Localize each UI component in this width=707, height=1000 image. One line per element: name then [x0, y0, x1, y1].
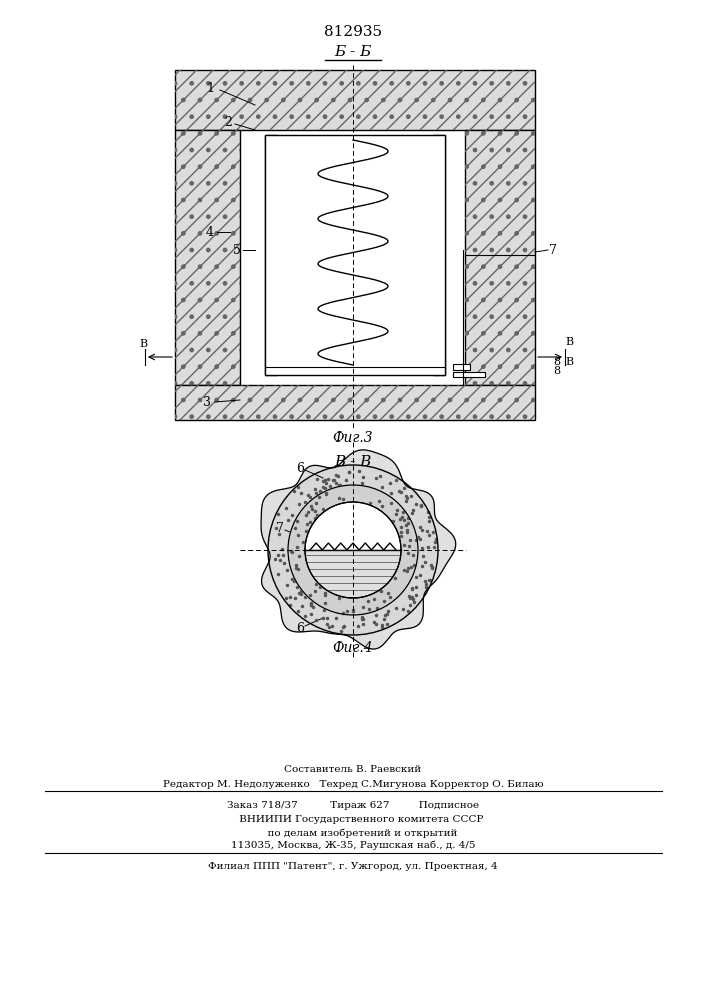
- Bar: [175, 385, 535, 420]
- Text: Редактор М. Недолуженко   Техред С.Мигунова Корректор О. Билаю: Редактор М. Недолуженко Техред С.Мигунов…: [163, 780, 543, 789]
- Bar: [433, 135, 445, 375]
- Circle shape: [288, 485, 418, 615]
- Text: 5: 5: [233, 243, 241, 256]
- Bar: [453, 364, 470, 370]
- Bar: [175, 385, 535, 420]
- Text: 6: 6: [296, 462, 304, 475]
- Circle shape: [305, 502, 401, 598]
- Bar: [175, 130, 240, 385]
- Text: 8: 8: [553, 366, 560, 376]
- Text: 4: 4: [206, 226, 214, 238]
- Text: Заказ 718/37          Тираж 627         Подписное: Заказ 718/37 Тираж 627 Подписное: [227, 801, 479, 810]
- Text: В: В: [139, 339, 147, 349]
- Polygon shape: [305, 550, 401, 598]
- Bar: [265, 135, 277, 375]
- Text: 1: 1: [206, 82, 214, 95]
- Bar: [265, 135, 445, 375]
- Text: Фиг.4: Фиг.4: [333, 641, 373, 655]
- Text: Б - Б: Б - Б: [334, 45, 372, 59]
- Text: 7: 7: [276, 522, 284, 534]
- Polygon shape: [261, 450, 456, 649]
- Text: В: В: [565, 357, 573, 367]
- Circle shape: [288, 485, 418, 615]
- Bar: [453, 372, 485, 377]
- Text: ВНИИПИ Государственного комитета СССР: ВНИИПИ Государственного комитета СССР: [223, 815, 483, 824]
- Bar: [175, 70, 535, 130]
- Text: 6: 6: [296, 621, 304, 635]
- Circle shape: [305, 502, 401, 598]
- Text: 8: 8: [553, 357, 560, 367]
- Text: 113035, Москва, Ж-35, Раушская наб., д. 4/5: 113035, Москва, Ж-35, Раушская наб., д. …: [230, 841, 475, 850]
- Circle shape: [268, 465, 438, 635]
- Text: Фиг.3: Фиг.3: [333, 431, 373, 445]
- Text: 7: 7: [549, 243, 557, 256]
- Bar: [465, 130, 535, 385]
- Text: В - В: В - В: [334, 455, 372, 469]
- Bar: [265, 135, 277, 375]
- Text: по делам изобретений и открытий: по делам изобретений и открытий: [248, 828, 457, 838]
- Text: В: В: [565, 337, 573, 347]
- Text: 3: 3: [203, 396, 211, 410]
- Text: Филиал ППП "Патент", г. Ужгород, ул. Проектная, 4: Филиал ППП "Патент", г. Ужгород, ул. Про…: [208, 862, 498, 871]
- Bar: [175, 70, 535, 130]
- Text: 812935: 812935: [324, 25, 382, 39]
- Text: 2: 2: [224, 115, 232, 128]
- Bar: [433, 135, 445, 375]
- Bar: [175, 130, 240, 385]
- Bar: [465, 130, 535, 385]
- Text: Составитель В. Раевский: Составитель В. Раевский: [284, 765, 421, 774]
